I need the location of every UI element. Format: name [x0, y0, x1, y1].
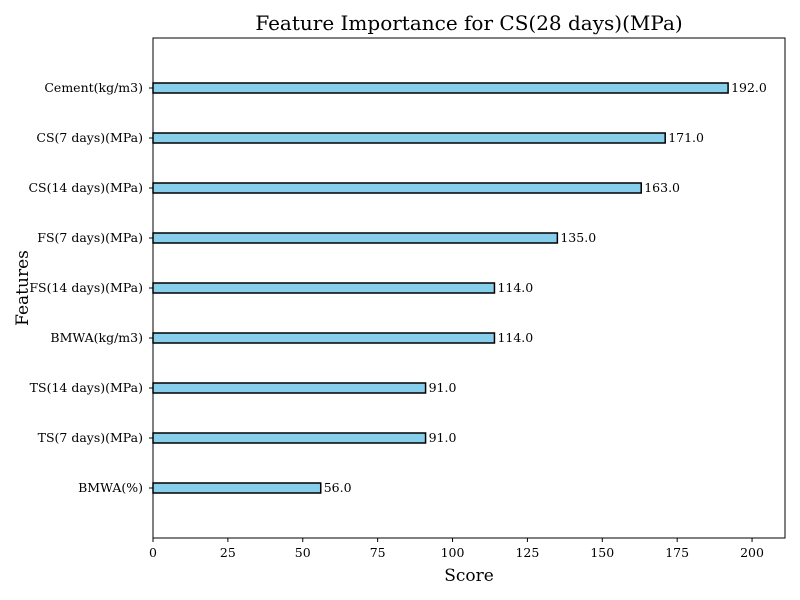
- x-tick-label: 75: [370, 545, 386, 560]
- y-tick-label: Cement(kg/m3): [44, 80, 143, 95]
- bar: [152, 382, 427, 394]
- value-label: 163.0: [644, 180, 680, 195]
- x-axis-label: Score: [444, 566, 494, 586]
- x-tick-label: 125: [515, 545, 539, 560]
- chart-title: Feature Importance for CS(28 days)(MPa): [255, 11, 682, 35]
- value-label: 192.0: [731, 80, 767, 95]
- bar: [152, 282, 496, 294]
- y-axis-ticks: Cement(kg/m3) CS(7 days)(MPa) CS(14 days)(…: [28, 80, 153, 495]
- x-tick-label: 175: [665, 545, 689, 560]
- x-tick-label: 150: [590, 545, 614, 560]
- value-label: 91.0: [429, 430, 457, 445]
- value-label: 91.0: [429, 380, 457, 395]
- bar: [152, 232, 559, 244]
- bar: [152, 182, 642, 194]
- x-tick-label: 50: [295, 545, 311, 560]
- bar: [152, 132, 666, 144]
- x-tick-label: 200: [740, 545, 764, 560]
- x-tick-label: 0: [149, 545, 157, 560]
- bar: [152, 82, 729, 94]
- y-axis-label: Features: [13, 250, 33, 326]
- y-tick-label: CS(14 days)(MPa): [28, 180, 143, 195]
- value-label: 114.0: [497, 280, 533, 295]
- value-label: 135.0: [560, 230, 596, 245]
- y-tick-label: TS(14 days)(MPa): [30, 380, 143, 395]
- y-tick-label: FS(7 days)(MPa): [37, 230, 143, 245]
- x-tick-label: 25: [220, 545, 236, 560]
- y-tick-label: CS(7 days)(MPa): [36, 130, 143, 145]
- bar: [152, 432, 427, 444]
- value-label: 56.0: [324, 480, 352, 495]
- value-label: 114.0: [497, 330, 533, 345]
- y-tick-label: BMWA(%): [78, 480, 143, 495]
- plot-frame: [152, 37, 786, 539]
- x-tick-label: 100: [441, 545, 465, 560]
- value-label: 171.0: [668, 130, 704, 145]
- bar: [152, 482, 322, 494]
- y-tick-label: TS(7 days)(MPa): [38, 430, 143, 445]
- x-axis-ticks: 0 25 50 75 100 125 150 175 200: [149, 538, 764, 560]
- bars-group: 192.0 171.0 163.0 135.0 114.0 114.0 91.0 91.0 56…: [152, 80, 767, 495]
- y-tick-label: BMWA(kg/m3): [50, 330, 143, 345]
- y-tick-label: FS(14 days)(MPa): [29, 280, 143, 295]
- bar: [152, 332, 496, 344]
